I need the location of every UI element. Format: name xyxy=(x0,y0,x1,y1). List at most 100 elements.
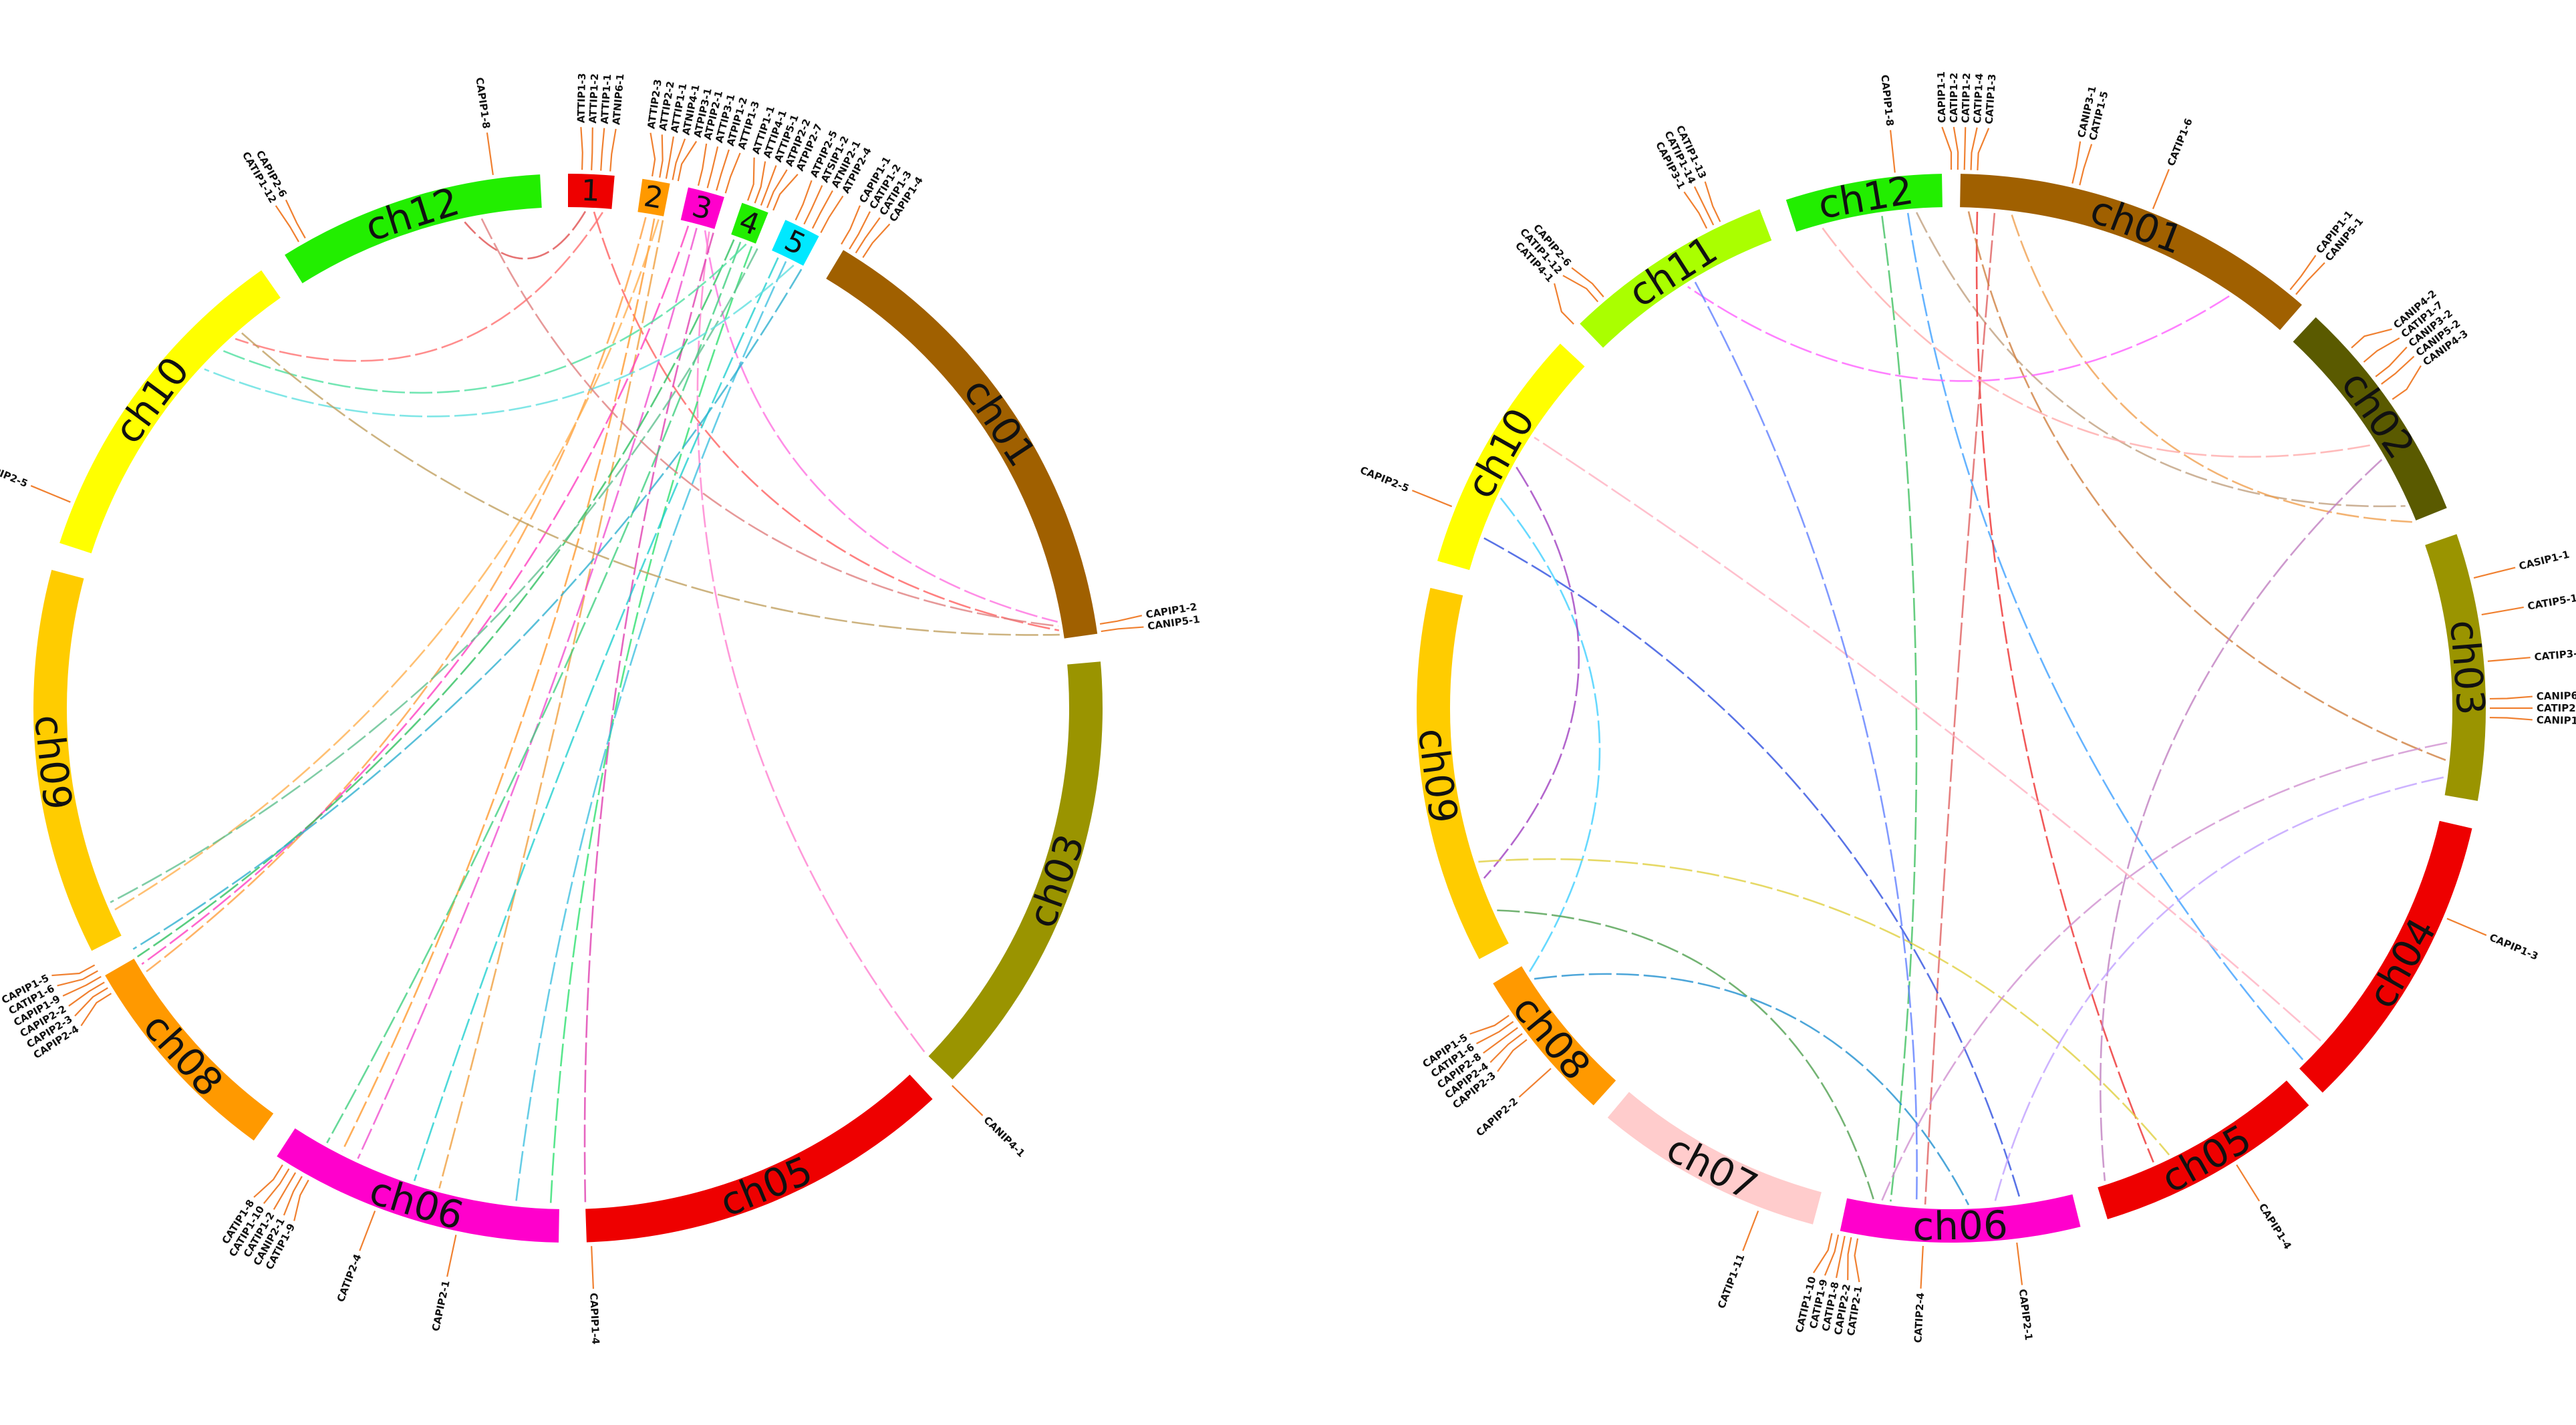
gene-label: ATTIP1-1 xyxy=(599,73,614,124)
gene-tick xyxy=(1554,283,1574,325)
synteny-link-at2-ch09 xyxy=(113,219,660,911)
gene-tick xyxy=(677,140,698,182)
gene-label: CANIP1-2 xyxy=(2537,714,2576,728)
synteny-link-ch09-ch06 xyxy=(1497,909,1874,1200)
chromosome-arc-ch06 xyxy=(1840,1194,2081,1243)
gene-label: CAPIP2-5 xyxy=(1358,464,1411,495)
synteny-link-at4-ch08 xyxy=(136,239,735,958)
chromosome-arc-ch08 xyxy=(1493,966,1616,1106)
gene-tick xyxy=(1941,126,1953,170)
gene-tick xyxy=(1411,490,1453,508)
gene-tick xyxy=(2295,262,2325,295)
gene-tick xyxy=(2079,144,2093,186)
gene-label: CATIP1-3 xyxy=(1983,73,1999,124)
gene-tick xyxy=(1101,626,1144,633)
gene-annotation-layer: CAPIP1-1 CATIP1-2 CATIP1-2CATIP1-4CATIP1-3… xyxy=(1358,71,2576,1343)
synteny-link-ch12-ch01 xyxy=(480,218,1058,627)
gene-tick xyxy=(57,970,98,987)
gene-tick xyxy=(285,199,306,239)
gene-label: CAPIP2-2 xyxy=(1474,1095,1520,1138)
gene-tick xyxy=(263,1168,290,1205)
chromosome-arc-ch07 xyxy=(1607,1092,1822,1225)
gene-tick xyxy=(1963,127,1967,170)
gene-tick xyxy=(724,152,741,194)
gene-label: CATIP1-2 xyxy=(1959,73,1973,124)
gene-label: CAPIP1-4 xyxy=(587,1293,601,1345)
gene-label: CAPIP2-1 xyxy=(430,1279,452,1332)
gene-label: CAPIP1-8 xyxy=(1878,74,1896,127)
gene-tick xyxy=(952,1085,984,1116)
synteny-link-at3-ch01 xyxy=(704,230,1058,623)
chromosome-label-ch05: ch05 xyxy=(714,1147,819,1225)
gene-tick xyxy=(766,169,788,208)
gene-tick xyxy=(665,136,675,179)
synteny-link-at4-ch10 xyxy=(222,243,747,394)
synteny-link-at1-ch12 xyxy=(464,210,587,260)
gene-tick xyxy=(293,1179,309,1221)
gene-tick xyxy=(1813,1233,1833,1273)
gene-tick xyxy=(811,190,833,229)
gene-tick xyxy=(659,134,664,178)
gene-tick xyxy=(2381,355,2415,385)
gene-tick xyxy=(1571,267,1604,298)
chromosome-ring: ch01ch02ch03ch04ch05ch06ch07ch08ch09ch10… xyxy=(1409,167,2494,1249)
chromosome-arc-ch08 xyxy=(105,959,274,1141)
gene-label: CATIP1-11 xyxy=(1715,1253,1747,1311)
gene-tick xyxy=(841,205,861,245)
synteny-link-at4-ch06 xyxy=(549,246,753,1205)
link-layer xyxy=(110,210,1060,1205)
synteny-link-ch12-ch02 xyxy=(1915,212,2406,508)
chromosome-arc-ch03 xyxy=(928,661,1103,1080)
gene-tick xyxy=(803,185,823,225)
gene-tick xyxy=(2236,1164,2260,1202)
gene-tick xyxy=(2481,606,2524,616)
chromosome-label-ch09: ch09 xyxy=(1409,726,1467,826)
gene-label: CAPIP1-1 xyxy=(1935,71,1948,124)
gene-label: CAPIP2-5 xyxy=(0,459,29,490)
synteny-link-ch03-ch06 xyxy=(1993,776,2444,1204)
gene-tick xyxy=(754,161,766,204)
chromosome-arc-at3 xyxy=(680,187,724,229)
gene-tick xyxy=(2489,716,2533,721)
gene-tick xyxy=(2375,346,2408,377)
gene-tick xyxy=(2489,695,2533,700)
gene-tick xyxy=(30,485,71,503)
chromosome-arc-ch10 xyxy=(1437,343,1585,571)
gene-tick xyxy=(855,217,881,254)
synteny-link-ch09-ch05 xyxy=(1478,858,2170,1156)
gene-tick xyxy=(1889,130,1896,173)
chromosome-label-ch12: ch12 xyxy=(1815,167,1916,228)
gene-tick xyxy=(1953,126,1959,170)
gene-tick xyxy=(2152,168,2170,210)
right-circos-panel: ch01ch02ch03ch04ch05ch06ch07ch08ch09ch10… xyxy=(1358,71,2576,1343)
gene-tick xyxy=(2016,1242,2023,1285)
chromosome-arc-ch09 xyxy=(1417,588,1509,959)
gene-label: CATIP1-6 xyxy=(2165,117,2195,168)
synteny-link-at5-ch06 xyxy=(413,257,779,1181)
synteny-link-ch10-ch09 xyxy=(1483,466,1580,879)
chromosome-label-ch04: ch04 xyxy=(2359,911,2445,1015)
gene-tick xyxy=(820,195,844,233)
gene-tick xyxy=(2351,328,2392,349)
synteny-link-at4-ch06 xyxy=(326,241,742,1144)
gene-tick xyxy=(609,128,617,172)
gene-tick xyxy=(747,157,755,201)
gene-tick xyxy=(1704,181,1721,222)
chromosome-label-ch06: ch06 xyxy=(1912,1203,2009,1249)
synteny-link-ch10-ch06 xyxy=(1483,537,2021,1201)
gene-tick xyxy=(2446,917,2487,936)
gene-label: CATIP1-2 xyxy=(1948,73,1960,123)
chromosome-label-ch03: ch03 xyxy=(2441,619,2494,717)
synteny-link-at3-ch03 xyxy=(696,231,927,1054)
gene-tick xyxy=(1693,186,1715,226)
chromosome-arc-ch10 xyxy=(59,270,281,554)
synteny-link-at5-ch08 xyxy=(132,269,803,950)
chromosome-label-at1: 1 xyxy=(581,174,601,208)
gene-label: CATIP2-4 xyxy=(335,1253,364,1304)
synteny-link-at2-ch08 xyxy=(146,216,647,973)
gene-tick xyxy=(253,1164,283,1198)
gene-label: CATIP3-1 xyxy=(2534,647,2576,663)
chromosome-arc-at2 xyxy=(637,178,670,216)
